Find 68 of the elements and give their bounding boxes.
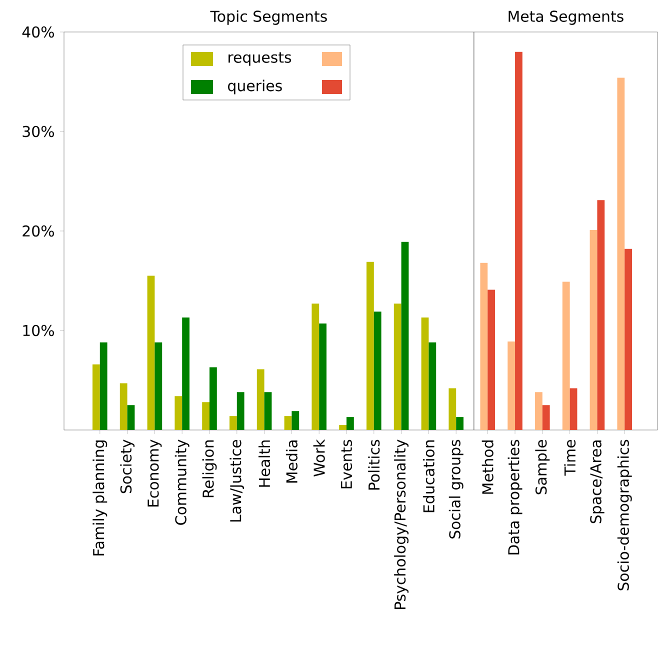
bar bbox=[535, 392, 542, 430]
bar bbox=[264, 392, 272, 430]
x-tick-label: Method bbox=[482, 440, 494, 494]
bar bbox=[394, 304, 402, 430]
bar bbox=[92, 364, 100, 430]
bar bbox=[202, 402, 210, 430]
bar bbox=[448, 388, 456, 430]
x-tick-label: Society bbox=[120, 440, 135, 494]
bar bbox=[319, 324, 326, 430]
y-tick-label: 30% bbox=[22, 126, 54, 138]
x-tick-label: Education bbox=[422, 440, 434, 512]
bar bbox=[428, 342, 436, 430]
bar bbox=[292, 411, 300, 430]
bar bbox=[421, 318, 429, 430]
x-tick-label: Socio-demographics bbox=[617, 440, 632, 590]
bar bbox=[339, 425, 346, 430]
x-tick-label: Time bbox=[564, 440, 576, 476]
x-tick-label: Family planning bbox=[92, 440, 108, 556]
x-tick-label: Work bbox=[313, 439, 325, 477]
bar bbox=[590, 230, 598, 430]
chart-title: Meta Segments bbox=[508, 10, 624, 25]
bar bbox=[508, 341, 516, 430]
bar bbox=[127, 405, 135, 430]
bar bbox=[236, 392, 244, 430]
bar bbox=[624, 248, 632, 430]
x-tick-label: Religion bbox=[202, 440, 217, 498]
bar bbox=[312, 304, 320, 430]
x-tick-label: Community bbox=[174, 440, 190, 525]
bar bbox=[515, 52, 522, 430]
bar bbox=[120, 383, 128, 430]
bar bbox=[147, 276, 155, 430]
x-tick-label: Space/Area bbox=[590, 440, 604, 524]
x-tick-label: Politics bbox=[368, 440, 380, 490]
bar bbox=[100, 342, 108, 430]
bar bbox=[562, 282, 570, 430]
x-tick-label: Health bbox=[258, 440, 270, 487]
bar bbox=[480, 262, 488, 430]
bar bbox=[617, 78, 625, 430]
bar bbox=[374, 312, 382, 430]
bar bbox=[174, 396, 182, 430]
y-tick-label: 10% bbox=[23, 324, 54, 336]
bar bbox=[488, 290, 496, 430]
bar bbox=[346, 417, 354, 430]
y-tick-label: 20% bbox=[22, 225, 54, 237]
bar bbox=[401, 242, 409, 430]
bar bbox=[366, 262, 374, 430]
x-tick-label: Economy bbox=[148, 440, 162, 507]
x-tick-label: Law/Justice bbox=[230, 440, 244, 522]
x-tick-label: Social groups bbox=[448, 440, 464, 538]
bar bbox=[182, 318, 190, 430]
y-tick-label: 40% bbox=[22, 26, 54, 38]
x-tick-label: Psychology/Personality bbox=[394, 440, 409, 609]
x-tick-label: Media bbox=[286, 440, 298, 483]
x-tick-label: Events bbox=[340, 440, 352, 488]
x-tick-label: Sample bbox=[535, 440, 550, 494]
bar bbox=[456, 417, 464, 430]
bar bbox=[570, 388, 578, 430]
bar bbox=[230, 416, 237, 430]
bar bbox=[256, 369, 264, 430]
bar bbox=[154, 342, 162, 430]
legend-label: queries bbox=[228, 80, 282, 94]
bar bbox=[597, 200, 605, 430]
bar bbox=[542, 405, 550, 430]
x-tick-label: Data properties bbox=[508, 440, 522, 554]
chart-title: Topic Segments bbox=[210, 10, 327, 25]
bar bbox=[284, 416, 292, 430]
bar bbox=[210, 367, 217, 430]
legend-label: requests bbox=[228, 52, 292, 66]
